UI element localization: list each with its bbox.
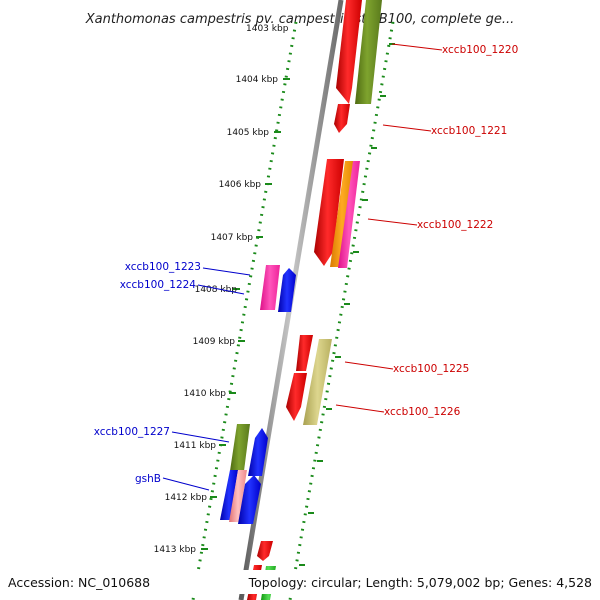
gene-red-lower-block[interactable] — [257, 541, 273, 561]
gene-xccb100-1220-block[interactable] — [336, 0, 362, 104]
topology-text: Topology: circular; Length: 5,079,002 bp… — [248, 575, 592, 590]
gene-xccb100-1220-olive-block[interactable] — [355, 0, 382, 104]
accession-text: Accession: NC_010688 — [8, 575, 150, 590]
kbp-label: 1408 kbp — [195, 285, 238, 295]
gene-xccb100-1224-block[interactable] — [278, 268, 296, 312]
label-leader-line — [344, 361, 394, 370]
gene-gshB-block[interactable] — [220, 470, 238, 520]
gene-xccb100-1223-block[interactable] — [260, 265, 280, 310]
kbp-label: 1411 kbp — [174, 441, 217, 451]
gene-label-xccb100-1222[interactable]: xccb100_1222 — [417, 219, 493, 231]
gene-label-xccb100-1225[interactable]: xccb100_1225 — [393, 363, 469, 375]
map-title: Xanthomonas campestris pv. campestris st… — [85, 12, 515, 27]
gene-label-xccb100-1223[interactable]: xccb100_1223 — [125, 261, 201, 273]
gene-label-xccb100-1224[interactable]: xccb100_1224 — [120, 279, 197, 291]
gene-gshB-salmon-block[interactable] — [229, 470, 247, 522]
kbp-label: 1404 kbp — [236, 75, 279, 85]
kbp-label: 1410 kbp — [184, 389, 227, 399]
footer-accession-bg — [0, 570, 258, 594]
gene-xccb100-1221-block[interactable] — [334, 104, 350, 133]
label-leader-line — [162, 477, 210, 491]
gene-label-xccb100-1221[interactable]: xccb100_1221 — [431, 125, 507, 137]
label-leader-line — [382, 124, 432, 132]
label-leader-line — [367, 218, 418, 226]
gene-xccb100-1225-block[interactable] — [296, 335, 313, 371]
gene-label-xccb100-1227[interactable]: xccb100_1227 — [94, 426, 170, 438]
gene-xccb100-1222-block[interactable] — [314, 159, 344, 266]
label-leader-line — [335, 404, 385, 413]
kbp-label: 1413 kbp — [154, 545, 197, 555]
gene-xccb100-1222-magenta-block[interactable] — [338, 161, 360, 268]
gene-label-xccb100-1226[interactable]: xccb100_1226 — [384, 406, 461, 418]
kbp-ruler: 1404 kbp 1405 kbp 1406 kbp 1407 kbp 1408… — [154, 75, 290, 555]
gene-xccb100-1227-blue-block[interactable] — [248, 428, 268, 476]
label-leader-line — [197, 284, 245, 295]
kbp-label: 1405 kbp — [227, 128, 270, 138]
kbp-label: 1407 kbp — [211, 233, 254, 243]
gene-xccb100-1222-orange-block[interactable] — [330, 161, 354, 267]
gene-xccb100-1225-khaki-block[interactable] — [303, 339, 332, 425]
gene-gshB-blue-block[interactable] — [238, 475, 261, 524]
kbp-label: 1406 kbp — [219, 180, 262, 190]
label-leader-line — [391, 43, 443, 51]
gene-xccb100-1227-block[interactable] — [230, 424, 250, 471]
kbp-label: 1412 kbp — [165, 493, 208, 503]
gene-label-xccb100-1220[interactable]: xccb100_1220 — [442, 44, 518, 56]
reverse-track-ticks — [299, 43, 395, 566]
kbp-label-partial: 1403 kbp — [246, 24, 289, 34]
footer-topology-bg — [258, 570, 600, 594]
label-leader-line — [202, 267, 251, 276]
label-leader-line — [171, 431, 230, 443]
gene-xccb100-1226-block[interactable] — [286, 373, 307, 421]
gene-label-gshB[interactable]: gshB — [135, 473, 161, 485]
kbp-label: 1409 kbp — [193, 337, 236, 347]
